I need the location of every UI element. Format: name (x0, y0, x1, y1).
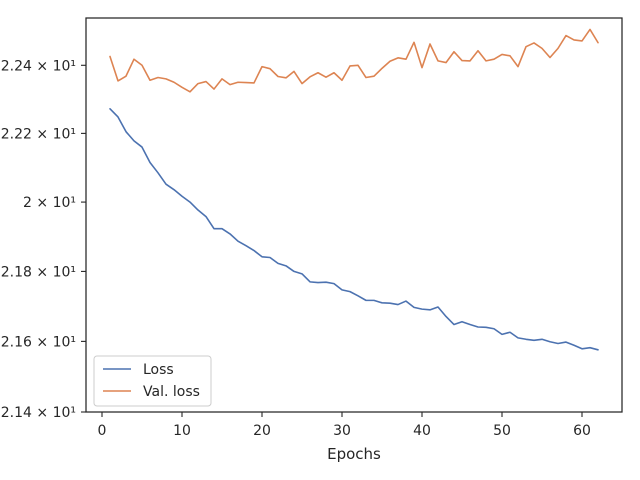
x-axis-ticks: 0 10 20 30 40 50 60 (98, 412, 591, 439)
y-tick-label: 2.24 × 10¹ (1, 58, 76, 74)
series-line-loss (109, 108, 599, 351)
y-axis-ticks: 2.14 × 10¹ 2.16 × 10¹ 2.18 × 10¹ 2 × 10¹ 2.2… (1, 58, 86, 421)
legend-label-val-loss: Val. loss (143, 384, 200, 400)
y-tick-label: 2 × 10¹ (23, 195, 76, 211)
x-tick-label: 20 (253, 423, 271, 439)
y-tick-label: 2.18 × 10¹ (1, 264, 76, 280)
x-tick-label: 60 (573, 423, 591, 439)
legend: Loss Val. loss (93, 355, 212, 407)
series-layer (109, 28, 599, 351)
x-tick-label: 10 (173, 423, 191, 439)
y-tick-label: 2.22 × 10¹ (1, 126, 76, 142)
y-tick-label: 2.14 × 10¹ (1, 405, 76, 421)
x-axis-title: Epochs (327, 445, 381, 463)
y-tick-label: 2.16 × 10¹ (1, 334, 76, 350)
plot-frame (85, 17, 623, 413)
series-line-val-loss (109, 28, 599, 93)
x-tick-label: 50 (493, 423, 511, 439)
x-tick-label: 30 (333, 423, 351, 439)
x-tick-label: 40 (413, 423, 431, 439)
legend-label-loss: Loss (143, 362, 174, 378)
x-tick-label: 0 (98, 423, 107, 439)
